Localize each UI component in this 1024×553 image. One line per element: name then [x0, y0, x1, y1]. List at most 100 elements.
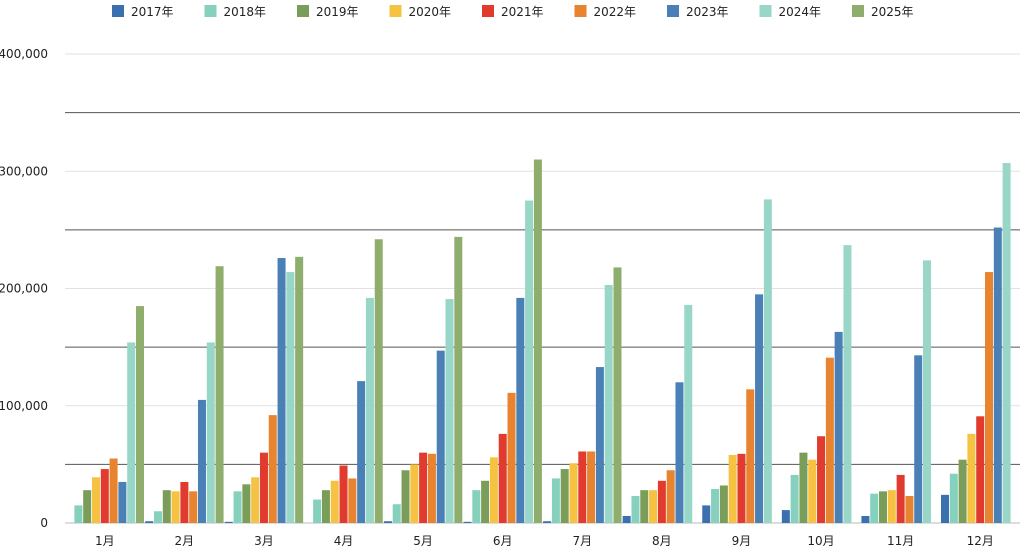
bar-2025年-3月 [295, 256, 304, 523]
x-tick-label: 4月 [334, 534, 354, 548]
legend-label: 2018年 [224, 5, 267, 19]
bar-2020年-5月 [410, 464, 419, 524]
bar-2018年-3月 [233, 491, 242, 523]
bar-2022年-9月 [746, 389, 755, 523]
y-tick-label: 300,000 [0, 164, 48, 178]
bar-2018年-7月 [551, 478, 560, 523]
bar-2020年-2月 [171, 491, 180, 523]
legend-item[interactable]: 2021年 [482, 5, 544, 19]
y-tick-label: 100,000 [0, 399, 48, 413]
bar-2019年-7月 [560, 469, 569, 523]
y-axis: 0 100,000 200,000 300,000 400,000 [0, 47, 48, 530]
y-tick-label: 400,000 [0, 47, 48, 61]
x-tick-label: 9月 [732, 534, 752, 548]
bar-2018年-11月 [870, 493, 879, 523]
bar-2023年-5月 [436, 350, 445, 523]
bar-2022年-7月 [587, 451, 596, 523]
legend-swatch [852, 5, 864, 17]
legend-item[interactable]: 2022年 [574, 5, 637, 19]
bar-2021年-1月 [100, 469, 109, 523]
bar-2022年-4月 [348, 478, 357, 523]
legend-label: 2025年 [871, 5, 914, 19]
bar-2019年-6月 [481, 480, 490, 523]
grid-lines [65, 53, 1020, 524]
legend-label: 2022年 [594, 5, 637, 19]
legend-item[interactable]: 2018年 [204, 5, 267, 19]
bar-2018年-8月 [631, 496, 640, 523]
legend-item[interactable]: 2025年 [852, 5, 914, 19]
bar-2017年-9月 [702, 505, 711, 523]
bar-2023年-6月 [516, 297, 525, 523]
bar-2023年-2月 [197, 399, 206, 523]
bar-2023年-1月 [118, 481, 127, 523]
bar-2024年-12月 [1002, 163, 1011, 524]
bar-2025年-6月 [533, 159, 542, 523]
bar-2021年-6月 [498, 433, 507, 523]
legend-item[interactable]: 2020年 [389, 5, 452, 19]
bar-2017年-10月 [781, 510, 790, 523]
legend-label: 2017年 [131, 5, 174, 19]
bar-2020年-12月 [967, 433, 976, 523]
bar-2018年-6月 [472, 490, 481, 523]
bar-2020年-10月 [808, 459, 817, 523]
bar-2020年-8月 [649, 490, 658, 523]
x-tick-label: 1月 [95, 534, 115, 548]
bar-2022年-1月 [109, 458, 118, 523]
x-tick-label: 5月 [413, 534, 433, 548]
bar-2019年-10月 [799, 452, 808, 523]
legend-swatch [574, 5, 587, 17]
bar-2018年-12月 [949, 473, 958, 523]
bar-2024年-11月 [923, 260, 932, 523]
bar-2019年-3月 [242, 484, 251, 523]
legend-swatch [389, 5, 402, 17]
bar-2025年-4月 [374, 239, 383, 523]
bar-2017年-11月 [861, 515, 870, 523]
x-tick-label: 12月 [967, 534, 994, 548]
bar-2018年-4月 [313, 499, 322, 523]
bar-2022年-2月 [189, 491, 198, 523]
bar-2025年-1月 [135, 306, 144, 523]
bar-2017年-8月 [622, 515, 631, 523]
bar-2020年-9月 [728, 455, 737, 523]
x-tick-label: 11月 [887, 534, 914, 548]
x-tick-label: 7月 [572, 534, 592, 548]
legend[interactable]: 2017年 2018年 2019年 2020年 2021年 2022年 2023年 2024年… [112, 5, 914, 19]
bar-2023年-12月 [993, 227, 1002, 523]
x-axis: 1月 2月 3月 4月 5月 6月 7月 8月 9月 10月 11月 12月 [95, 534, 994, 548]
bar-2021年-9月 [737, 453, 746, 523]
bar-2019年-11月 [879, 491, 888, 523]
bar-2024年-6月 [525, 200, 534, 523]
legend-label: 2021年 [501, 5, 544, 19]
bar-2018年-5月 [392, 504, 401, 523]
legend-item[interactable]: 2019年 [297, 5, 359, 19]
bar-2019年-2月 [162, 490, 171, 523]
bar-2020年-1月 [91, 477, 100, 523]
bar-2023年-3月 [277, 258, 286, 523]
bar-2022年-5月 [427, 453, 436, 523]
legend-item[interactable]: 2024年 [759, 5, 822, 19]
legend-item[interactable]: 2023年 [667, 5, 729, 19]
x-tick-label: 2月 [175, 534, 195, 548]
bar-2018年-9月 [711, 489, 720, 523]
bar-2022年-12月 [985, 272, 994, 523]
bar-2023年-7月 [595, 367, 604, 523]
bar-2023年-8月 [675, 382, 684, 523]
legend-swatch [759, 5, 772, 17]
bar-2022年-8月 [666, 470, 675, 523]
bar-2021年-2月 [180, 481, 189, 523]
bar-2024年-7月 [604, 284, 613, 523]
bar-2022年-3月 [268, 415, 277, 523]
legend-item[interactable]: 2017年 [112, 5, 174, 19]
bar-2019年-1月 [83, 490, 92, 523]
bar-2025年-2月 [215, 266, 224, 523]
x-tick-label: 6月 [493, 534, 513, 548]
bar-2021年-7月 [578, 451, 587, 523]
legend-label: 2023年 [686, 5, 729, 19]
bar-2024年-2月 [206, 342, 215, 523]
bar-2024年-4月 [365, 297, 374, 523]
bar-2024年-9月 [763, 199, 772, 523]
bar-2022年-11月 [905, 496, 914, 523]
bar-2024年-1月 [127, 342, 136, 523]
legend-label: 2019年 [316, 5, 359, 19]
